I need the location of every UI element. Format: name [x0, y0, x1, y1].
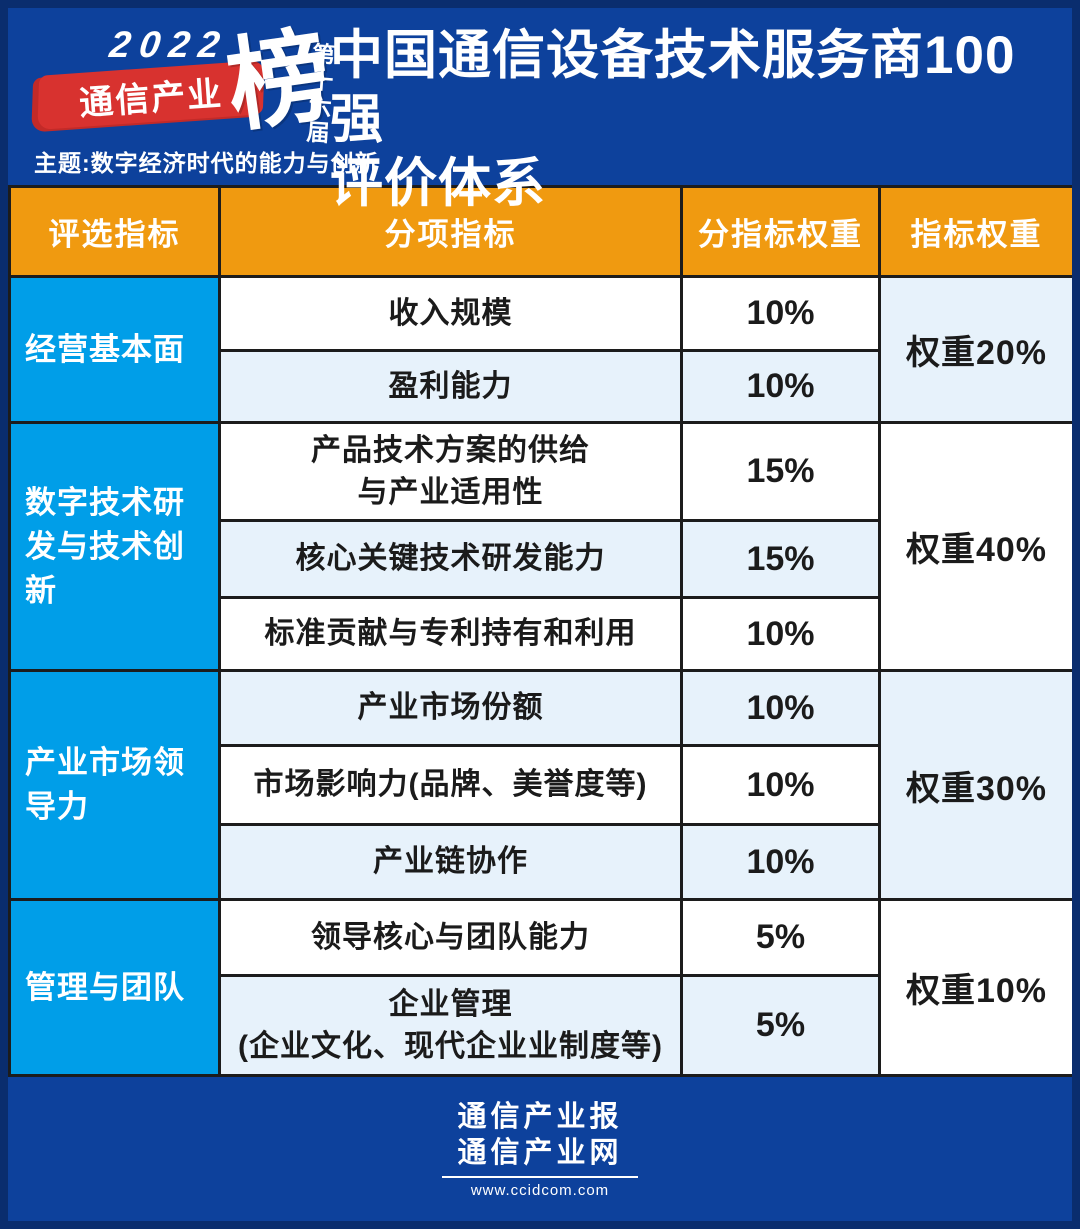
subweight-cell: 10% — [680, 744, 881, 826]
badge-brand-label: 通信产业 — [78, 74, 225, 123]
group-weight-cell: 权重20% — [878, 275, 1072, 424]
subweight-cell: 10% — [680, 275, 881, 352]
table-row: 市场影响力(品牌、美誉度等) 10% — [10, 744, 1073, 826]
table-row: 产业市场领导力 产业市场份额 10% 权重30% — [8, 669, 1072, 901]
indicator-cell: 企业管理 (企业文化、现代企业业制度等) — [218, 974, 683, 1077]
header: 2022 通信产业 榜 第十六届 主题:数字经济时代的能力与创新 中国通信设备技… — [8, 8, 1072, 213]
indicator-cell: 产业市场份额 — [218, 669, 683, 747]
indicator-cell: 盈利能力 — [218, 349, 683, 424]
footer-url: www.ccidcom.com — [470, 1182, 610, 1199]
indicator-cell: 标准贡献与专利持有和利用 — [218, 596, 683, 672]
group-cell-rnd: 数字技术研发与技术创新 — [8, 421, 221, 672]
subweight-cell: 15% — [680, 519, 881, 599]
subweight-cell: 10% — [680, 823, 881, 901]
page-title: 中国通信设备技术服务商100强 评价体系 — [330, 24, 1064, 216]
subweight-cell: 10% — [680, 669, 881, 747]
evaluation-table: 评选指标 分项指标 分指标权重 指标权重 经营基本面 收入规模 10% 权重20… — [8, 185, 1073, 1077]
group-weight-cell: 权重10% — [878, 898, 1072, 1077]
table-row: 产业链协作 10% — [10, 823, 1073, 901]
subweight-cell: 10% — [680, 349, 881, 424]
indicator-cell: 市场影响力(品牌、美誉度等) — [218, 744, 683, 826]
page-title-line2: 评价体系 — [330, 154, 546, 213]
indicator-cell: 产品技术方案的供给 与产业适用性 — [218, 421, 683, 522]
group-cell-market: 产业市场领导力 — [8, 669, 221, 901]
badge-year: 2022 — [107, 24, 232, 65]
indicator-cell: 产业链协作 — [218, 823, 683, 901]
indicator-cell: 核心关键技术研发能力 — [218, 519, 683, 599]
subweight-cell: 5% — [680, 974, 881, 1077]
footer-divider — [442, 1176, 638, 1178]
table-row: 标准贡献与专利持有和利用 10% — [10, 596, 1073, 672]
table-row: 数字技术研发与技术创新 产品技术方案的供给 与产业适用性 15% 权重40% — [8, 421, 1072, 672]
table-header-row: 评选指标 分项指标 分指标权重 指标权重 — [8, 185, 1072, 278]
subweight-cell: 10% — [680, 596, 881, 672]
indicator-cell: 领导核心与团队能力 — [218, 898, 683, 977]
table-row: 经营基本面 收入规模 10% 权重20% — [8, 275, 1072, 424]
table-row: 盈利能力 10% — [10, 349, 1073, 424]
column-header-category: 评选指标 — [8, 185, 221, 278]
group-cell-management: 管理与团队 — [8, 898, 221, 1077]
badge-theme: 主题:数字经济时代的能力与创新 — [34, 150, 379, 176]
column-header-subindicator: 分项指标 — [218, 185, 683, 278]
footer-brand-website: 通信产业网 — [457, 1137, 623, 1169]
footer-brand-newspaper: 通信产业报 — [457, 1101, 623, 1133]
subweight-cell: 5% — [680, 898, 881, 977]
table-row: 管理与团队 领导核心与团队能力 5% 权重10% — [8, 898, 1072, 1077]
indicator-cell: 收入规模 — [218, 275, 683, 352]
group-weight-cell: 权重40% — [878, 421, 1072, 672]
column-header-subweight: 分指标权重 — [680, 185, 881, 278]
group-weight-cell: 权重30% — [878, 669, 1072, 901]
event-badge: 2022 通信产业 榜 第十六届 主题:数字经济时代的能力与创新 — [32, 18, 378, 178]
footer: 通信产业报 通信产业网 www.ccidcom.com — [8, 1077, 1072, 1221]
page-title-line1: 中国通信设备技术服务商100强 — [330, 26, 1016, 149]
group-cell-business: 经营基本面 — [8, 275, 221, 424]
table-row: 企业管理 (企业文化、现代企业业制度等) 5% — [10, 974, 1073, 1077]
table-row: 核心关键技术研发能力 15% — [10, 519, 1073, 599]
column-header-weight: 指标权重 — [878, 185, 1072, 278]
subweight-cell: 15% — [680, 421, 881, 522]
